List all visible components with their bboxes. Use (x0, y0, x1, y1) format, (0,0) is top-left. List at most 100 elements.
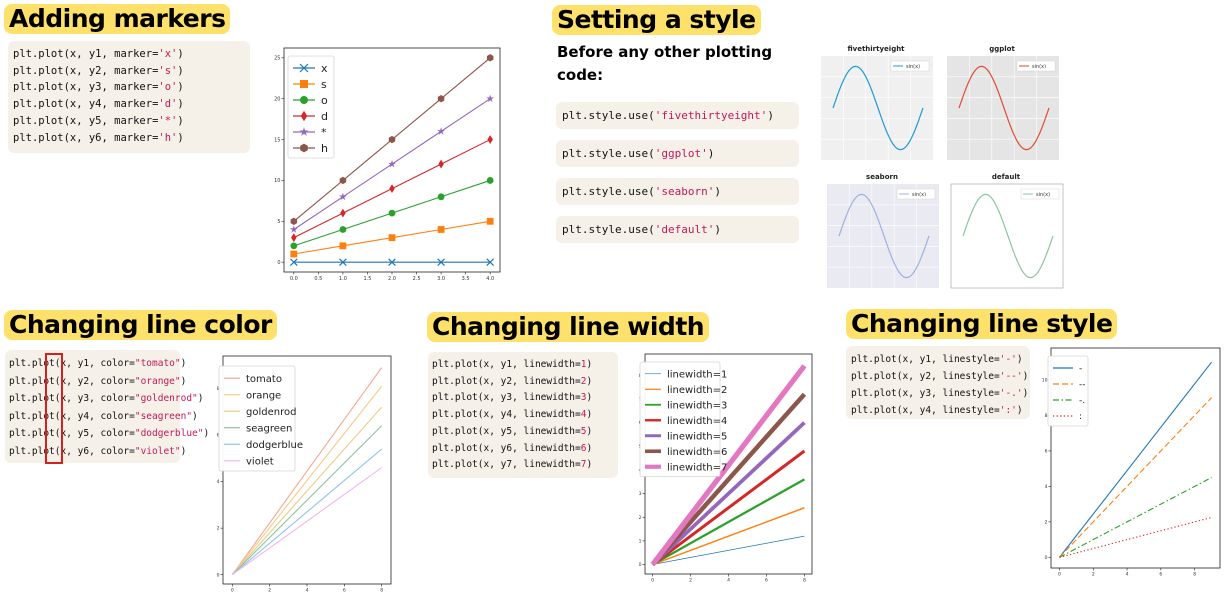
thumbnail-ggplot: ggplot sin(x) (947, 45, 1059, 160)
thumbnail-title: fivethirtyeight (847, 45, 905, 53)
markers-chart: 0.0 0.5 1.0 1.5 2.0 2.5 3.0 3.5 4.0 0 5 10 15 20 25 xso… (274, 47, 501, 282)
x-tick-label: 0 (1058, 572, 1061, 578)
code-line: plt.plot(x, y6, marker='h') (13, 130, 184, 147)
code-line: plt.plot(x, y7, linewidth=7) (432, 457, 592, 474)
thumbnail-title: seaborn (866, 173, 898, 181)
color-code-block: plt.plot(x, y1, color="tomato") plt.plot(… (5, 350, 209, 463)
legend-label: o (321, 94, 328, 107)
marker-point (299, 63, 309, 73)
thumbnail-legend-label: sin(x) (912, 192, 926, 198)
marker-point (290, 242, 298, 250)
series-tomato (231, 367, 383, 576)
code-line: plt.plot(x, y4, linewidth=4) (432, 407, 592, 424)
code-text: plt.plot(x, y1, marker= (13, 48, 159, 60)
series-linewidth1 (652, 535, 805, 565)
series-seagreen (231, 425, 383, 576)
code-text: plt.plot(x, y2, color= (9, 375, 135, 387)
marker-point (388, 258, 396, 267)
markers-heading: Adding markers (4, 4, 231, 34)
width-code-block: plt.plot(x, y1, linewidth=1) plt.plot(x, … (428, 352, 618, 478)
series-line (652, 535, 805, 565)
legend-label: * (321, 126, 327, 139)
series-line (1059, 361, 1212, 558)
series-line (650, 392, 807, 567)
code-argument: '-' (999, 354, 1017, 365)
x-tick-label: 2 (689, 578, 692, 584)
code-text: plt.plot(x, y4, linestyle= (851, 405, 1000, 416)
marker-point (300, 110, 308, 122)
series-line (652, 507, 805, 566)
code-text: plt.style.use( (562, 147, 655, 160)
y-tick-label: 25 (274, 56, 280, 62)
thumbnail-plot (950, 183, 1064, 289)
code-text: ) (1016, 405, 1023, 416)
code-argument: 'x' (158, 48, 178, 60)
marker-point (487, 135, 493, 144)
legend-label: linewidth=4 (667, 416, 727, 427)
code-text: plt.style.use( (562, 185, 655, 198)
code-argument: '--' (999, 371, 1023, 382)
code-line: plt.plot(x, y2, marker='s') (13, 63, 184, 80)
series-linewidth5 (651, 421, 806, 566)
code-text: plt.plot(x, y2, marker= (13, 64, 159, 77)
code-argument: "violet" (134, 445, 181, 457)
x-tick-label: 2 (268, 588, 271, 594)
code-text: plt.plot(x, y3, linewidth= (432, 392, 581, 404)
code-text: plt.style.use( (562, 109, 655, 122)
code-line: plt.plot(x, y4, color="seagreen") (9, 408, 209, 426)
legend-label: -. (1079, 396, 1085, 406)
marker-point (389, 184, 395, 194)
marker-point (339, 242, 347, 250)
code-line: plt.plot(x, y4, marker='d') (13, 96, 184, 113)
y-tick-label: 0 (277, 260, 280, 266)
code-text: ) (203, 428, 210, 440)
y-tick-label: 8 (217, 386, 220, 392)
x-tick-label: 3.0 (437, 276, 445, 282)
series-linewidth3 (652, 478, 805, 566)
x-tick-label: 0.5 (314, 276, 322, 282)
code-text: plt.plot(x, y2, linestyle= (851, 371, 1000, 382)
x-tick-label: 8 (380, 588, 383, 594)
marker-point (339, 226, 347, 233)
code-line: plt.plot(x, y3, marker='o') (13, 79, 184, 96)
marker-point (437, 193, 445, 201)
y-tick-label: 5 (277, 219, 280, 225)
x-tick-label: 0.0 (290, 276, 298, 282)
thumbnail-legend-label: sin(x) (1032, 64, 1046, 70)
code-text: plt.plot(x, y7, linewidth= (432, 459, 581, 471)
series- (1059, 397, 1212, 558)
legend-label: -- (1079, 380, 1086, 390)
x-tick-label: 4 (306, 588, 309, 594)
code-text: ) (1016, 354, 1023, 365)
x-tick-label: 4 (727, 578, 730, 584)
marker-point (340, 208, 346, 218)
thumbnail-legend-label: sin(x) (1036, 192, 1050, 198)
code-argument: 3 (580, 392, 587, 404)
x-tick-label: 2.0 (388, 276, 396, 282)
legend: tomato orange goldenrod seagreen dodgerblue v… (218, 365, 303, 472)
code-argument: 6 (580, 442, 587, 454)
x-tick-label: 6 (343, 588, 346, 594)
style-code-ggplot: plt.style.use('ggplot') (556, 140, 799, 167)
code-text: plt.plot(x, y6, linewidth= (432, 442, 581, 454)
marker-point (289, 225, 298, 233)
code-argument: 7 (580, 459, 587, 471)
legend-box (639, 361, 721, 477)
code-text: ) (586, 409, 593, 421)
linestyle-heading: Changing line style (846, 309, 1118, 339)
code-argument: 'fivethirtyeight' (654, 109, 768, 122)
series-s (290, 217, 494, 258)
series-x (289, 258, 495, 267)
code-argument: 'o' (158, 81, 178, 94)
series-o (290, 177, 494, 250)
thumbnail-plot (827, 184, 939, 288)
thumbnail-seaborn: seaborn sin(x) (827, 173, 939, 288)
code-text: ) (180, 358, 187, 369)
marker-point (486, 54, 494, 62)
code-text: ) (714, 223, 721, 236)
style-thumbnails: fivethirtyeightsin(x)ggplotsin(x)seaborn… (821, 45, 1064, 289)
thumbnail-legend (890, 60, 930, 72)
series-line (231, 406, 383, 576)
legend-label: orange (246, 390, 281, 401)
